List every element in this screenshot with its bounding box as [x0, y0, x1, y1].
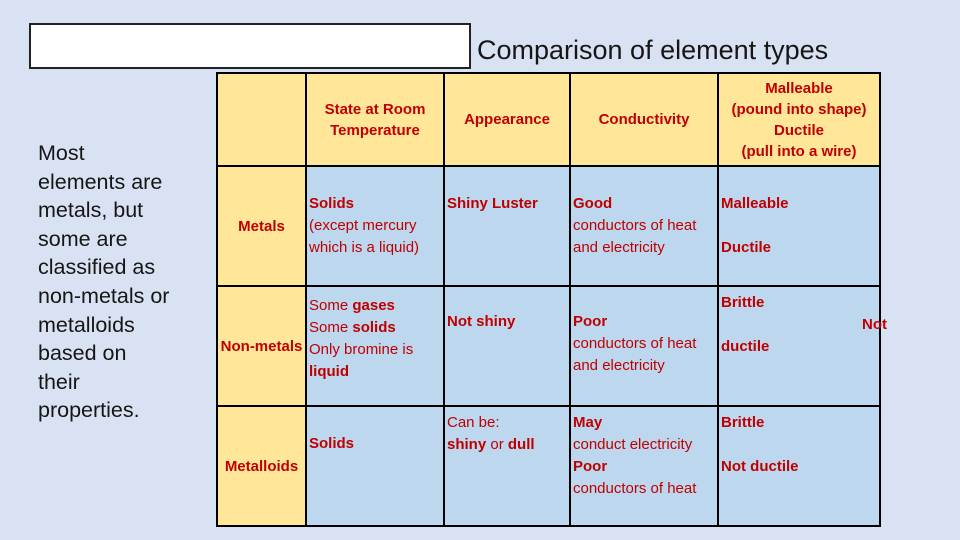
cell-line: Can be:: [447, 414, 500, 431]
corner-cell: [217, 73, 306, 166]
cell-line: May: [573, 414, 603, 431]
cell-line: which is a liquid): [309, 239, 420, 256]
table-cell: Can be: shiny or dull: [444, 406, 570, 526]
table-cell: Not shiny: [444, 286, 570, 406]
cell-line: Poor: [573, 458, 608, 475]
table-cell: Shiny Luster: [444, 166, 570, 286]
comparison-table: State at Room Temperature Appearance Condu…: [216, 72, 887, 527]
slide-title: Comparison of element types: [477, 35, 829, 65]
cell-line: Solids: [309, 195, 355, 212]
cell-line: shiny or dull: [447, 436, 535, 453]
cell-line: Not: [862, 316, 887, 333]
row-label: Non-metals: [217, 286, 306, 406]
table-cell: Solids: [306, 406, 444, 526]
cell-line: Solids: [309, 435, 355, 452]
table-cell: Good conductors of heat and electricity: [570, 166, 718, 286]
cell-line: Some solids: [309, 319, 396, 336]
column-header: Appearance: [444, 73, 570, 166]
table-cell: Poor conductors of heat and electricity: [570, 286, 718, 406]
cell-line: ductile: [721, 338, 770, 355]
cell-line: conduct electricity: [573, 436, 693, 453]
intro-text: Most elements are metals, but some are c…: [38, 141, 170, 423]
table-cell: Brittle Not ductile: [718, 406, 880, 526]
table-cell: Brittle Not ductile: [718, 286, 887, 406]
cell-line: Poor: [573, 313, 608, 330]
cell-line: conductors of heat: [573, 217, 697, 234]
row-label: Metals: [217, 166, 306, 286]
cell-line: Shiny Luster: [447, 195, 538, 212]
row-label: Metalloids: [217, 406, 306, 526]
cell-line: Only bromine is: [309, 341, 414, 358]
cell-line: Ductile: [721, 239, 772, 256]
cell-line: and electricity: [573, 239, 665, 256]
cell-line: Malleable: [721, 195, 789, 212]
cell-line: liquid: [309, 363, 349, 380]
column-header: Conductivity: [570, 73, 718, 166]
table-cell: Some gases Some solids Only bromine is liqu…: [306, 286, 444, 406]
table-cell: Malleable Ductile: [718, 166, 880, 286]
cell-line: conductors of heat: [573, 335, 697, 352]
cell-line: [721, 434, 879, 456]
column-header: State at Room Temperature: [306, 73, 444, 166]
cell-line: Not shiny: [447, 313, 516, 330]
cell-line: Good: [573, 195, 613, 212]
table-cell: Solids (except mercury which is a liquid): [306, 166, 444, 286]
column-header: Malleable (pound into shape) Ductile (pu…: [718, 73, 880, 166]
cell-line: Brittle: [721, 294, 765, 311]
cell-line: conductors of heat: [573, 480, 697, 497]
cell-line: (except mercury: [309, 217, 417, 234]
cell-line: Not ductile: [721, 458, 799, 475]
title-placeholder-box: [29, 23, 471, 69]
cell-line: Brittle: [721, 414, 765, 431]
table-cell: May conduct electricity Poor conductors of …: [570, 406, 718, 526]
cell-line: [721, 215, 879, 237]
cell-line: Some gases: [309, 297, 395, 314]
cell-line: and electricity: [573, 357, 665, 374]
